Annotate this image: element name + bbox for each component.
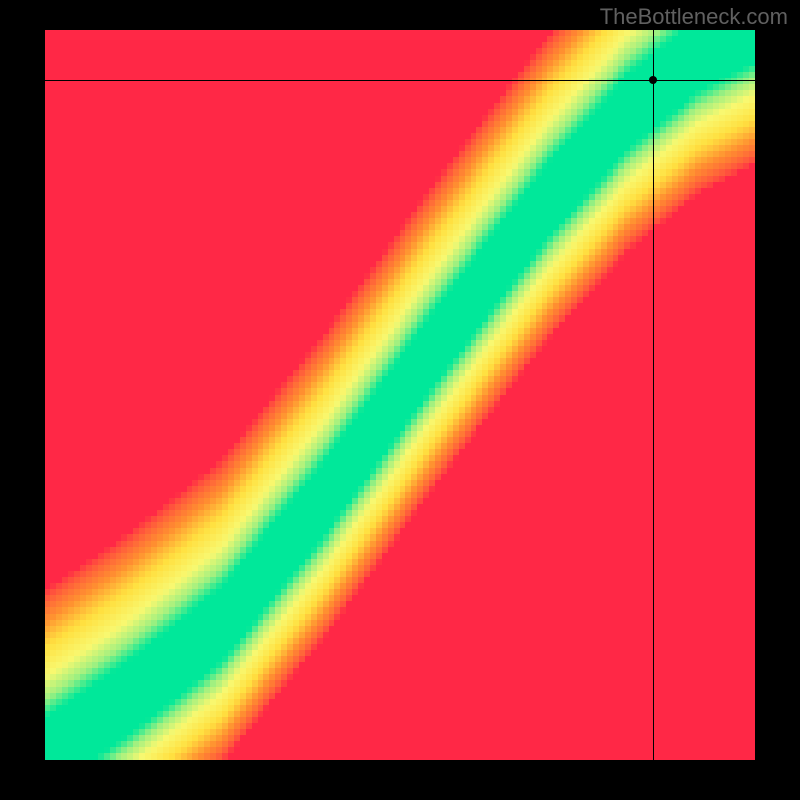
heatmap-canvas xyxy=(45,30,755,760)
watermark-text: TheBottleneck.com xyxy=(600,4,788,30)
heatmap-container xyxy=(45,30,755,760)
